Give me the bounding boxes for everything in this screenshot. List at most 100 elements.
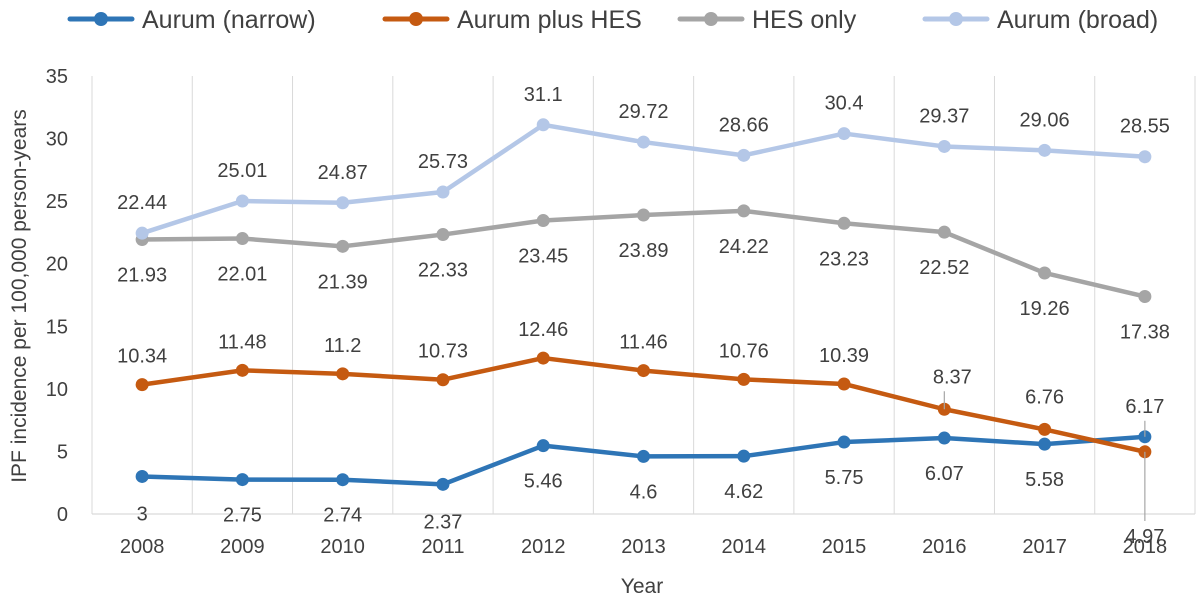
- data-label: 25.73: [418, 151, 468, 173]
- data-point: [837, 216, 851, 230]
- data-label: 5.46: [524, 471, 563, 493]
- x-tick-label: 2014: [722, 536, 767, 558]
- data-label: 19.26: [1020, 298, 1070, 320]
- data-point: [637, 449, 650, 463]
- data-point: [235, 473, 249, 487]
- data-label: 21.93: [117, 265, 167, 287]
- data-label: 29.72: [618, 101, 668, 123]
- data-label: 10.39: [819, 345, 869, 367]
- data-label: 23.23: [819, 248, 869, 270]
- data-label: 4.62: [724, 481, 763, 503]
- series-lines: [135, 118, 1152, 491]
- legend-marker: [704, 12, 718, 26]
- data-point: [637, 135, 650, 149]
- data-point: [536, 118, 550, 132]
- data-point: [536, 214, 550, 228]
- data-label: 28.66: [719, 114, 769, 136]
- x-tick-label: 2013: [621, 536, 666, 558]
- data-label: 22.52: [919, 257, 969, 279]
- legend-marker: [94, 12, 108, 26]
- legend-label: Aurum (broad): [997, 6, 1158, 34]
- axes: 0 5 10 15 20 25 30 35 2008 2009 2010 2011 2012 2013 20…: [46, 66, 1195, 558]
- y-tick-label: 10: [46, 379, 68, 401]
- data-point: [637, 364, 650, 378]
- data-label: 10.34: [117, 346, 167, 368]
- data-label: 2.37: [423, 511, 462, 533]
- data-label: 30.4: [825, 93, 864, 115]
- data-point: [235, 363, 249, 377]
- data-point: [436, 185, 450, 199]
- data-label: 23.45: [518, 246, 568, 268]
- y-tick-label: 15: [46, 316, 68, 338]
- data-label: 5.75: [825, 467, 864, 489]
- data-label: 6.07: [925, 463, 964, 485]
- x-tick-label: 2015: [822, 536, 867, 558]
- y-tick-label: 5: [57, 441, 68, 463]
- data-label: 11.2: [324, 335, 361, 357]
- data-point: [235, 232, 249, 246]
- data-point: [336, 196, 350, 210]
- legend-label: Aurum plus HES: [457, 6, 642, 34]
- x-tick-label: 2008: [120, 536, 165, 558]
- data-label: 29.37: [919, 105, 969, 127]
- x-axis-title: Year: [621, 575, 663, 598]
- data-point: [737, 148, 751, 162]
- legend-label: Aurum (narrow): [142, 6, 316, 34]
- data-point: [135, 378, 149, 392]
- data-point: [937, 431, 951, 445]
- data-point: [135, 226, 149, 240]
- data-point: [937, 139, 951, 153]
- x-tick-label: 2011: [421, 536, 464, 558]
- x-tick-label: 2016: [922, 536, 967, 558]
- data-point: [436, 228, 450, 242]
- data-label: 28.55: [1120, 116, 1170, 138]
- data-point: [837, 377, 851, 391]
- data-label: 2.75: [223, 505, 262, 527]
- data-label: 6.17: [1125, 396, 1164, 418]
- y-tick-label: 25: [46, 191, 68, 213]
- y-tick-label: 35: [46, 66, 68, 88]
- x-tick-label: 2009: [220, 536, 265, 558]
- data-label: 12.46: [518, 319, 568, 341]
- data-point: [336, 239, 350, 253]
- data-label: 25.01: [217, 160, 267, 182]
- data-point: [235, 194, 249, 208]
- data-label: 22.33: [418, 260, 468, 282]
- data-point: [737, 372, 751, 386]
- data-point: [135, 469, 149, 483]
- data-label: 22.01: [217, 264, 267, 286]
- data-point: [637, 208, 650, 222]
- data-label: 4.97: [1125, 526, 1164, 548]
- data-label: 5.58: [1025, 469, 1064, 491]
- data-point: [436, 477, 450, 491]
- data-label: 24.22: [719, 236, 769, 258]
- data-label: 10.73: [418, 341, 468, 363]
- data-label: 22.44: [117, 192, 167, 214]
- data-point: [1038, 437, 1052, 451]
- data-point: [1138, 290, 1152, 304]
- x-tick-label: 2017: [1022, 536, 1067, 558]
- data-label: 11.48: [218, 331, 267, 353]
- y-tick-label: 30: [46, 129, 68, 151]
- data-label: 23.89: [618, 240, 668, 262]
- data-point: [737, 449, 751, 463]
- y-tick-label: 20: [46, 254, 68, 276]
- data-point: [937, 225, 951, 239]
- data-label: 17.38: [1120, 322, 1170, 344]
- legend-marker: [949, 12, 963, 26]
- data-point: [336, 367, 350, 381]
- data-label: 24.87: [318, 162, 368, 184]
- legend-marker: [409, 12, 423, 26]
- data-label: 31.1: [524, 84, 563, 106]
- data-label: 2.74: [323, 505, 362, 527]
- data-label: 8.37: [933, 366, 972, 388]
- data-point: [436, 373, 450, 387]
- data-point: [1038, 266, 1052, 280]
- y-tick-label: 0: [57, 504, 68, 526]
- x-tick-label: 2018: [1123, 536, 1168, 558]
- data-point: [536, 351, 550, 365]
- data-labels: 3 2.75 2.74 2.37 5.46 4.6 4.62 5.75 6.07 5.58 6.17…: [117, 84, 1170, 548]
- legend: Aurum (narrow) Aurum plus HES HES only Auru…: [67, 6, 1158, 34]
